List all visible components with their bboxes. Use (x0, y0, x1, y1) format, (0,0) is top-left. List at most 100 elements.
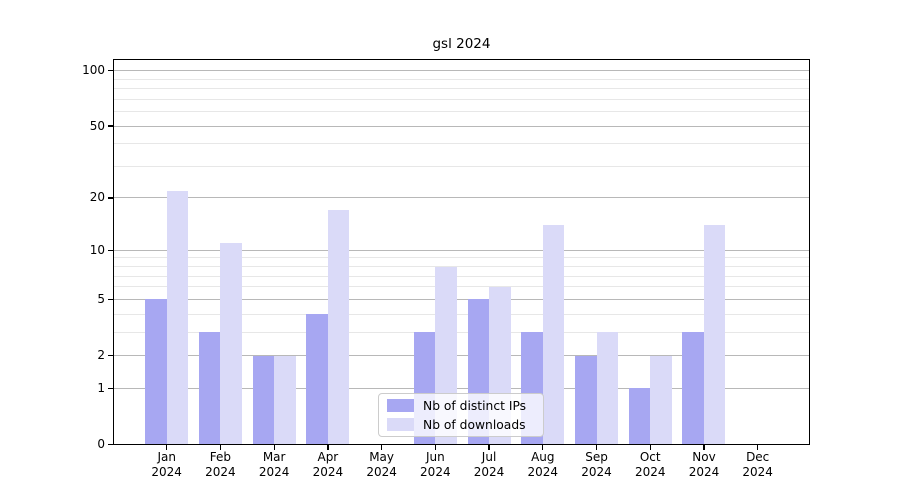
gridline-minor (114, 78, 809, 80)
y-tick (108, 197, 113, 199)
x-tick-month: Jul (481, 449, 497, 464)
legend: Nb of distinct IPs Nb of downloads (378, 393, 544, 437)
bar-distinct-ips-sep (575, 355, 597, 445)
legend-item-downloads: Nb of downloads (387, 417, 543, 433)
x-tick-year: 2024 (258, 465, 290, 479)
gridline-minor (114, 111, 809, 113)
gridline-major (114, 197, 809, 199)
x-tick (595, 445, 598, 450)
gridline-minor (114, 331, 809, 333)
x-tick-year: 2024 (151, 465, 182, 479)
y-tick-label: 1 (97, 380, 105, 395)
y-tick (108, 249, 113, 251)
x-tick-month: Sep (585, 449, 608, 464)
x-tick-year: 2024 (742, 465, 773, 479)
x-tick-year: 2024 (527, 465, 559, 479)
gridline-major (114, 70, 809, 72)
x-tick-year: 2024 (688, 465, 720, 479)
legend-label-downloads: Nb of downloads (423, 417, 526, 432)
chart-title: gsl 2024 (432, 36, 491, 52)
y-tick (108, 443, 113, 446)
bar-distinct-ips-jan (145, 299, 167, 445)
y-tick-label: 100 (82, 63, 105, 78)
legend-swatch-distinct-ips (387, 399, 414, 412)
bar-distinct-ips-mar (252, 355, 275, 445)
y-tick (108, 387, 113, 389)
gridline-major (114, 249, 809, 251)
x-tick (649, 445, 651, 450)
x-tick (757, 445, 759, 450)
x-tick (380, 445, 383, 450)
y-tick (108, 298, 113, 300)
gridline-major (114, 387, 809, 389)
bar-distinct-ips-oct (628, 388, 651, 445)
gridline-minor (114, 286, 809, 288)
x-tick-year: 2024 (634, 465, 666, 479)
x-tick-month: Jun (425, 449, 445, 464)
bar-downloads-apr (327, 210, 350, 445)
bar-downloads-nov (703, 225, 726, 445)
y-tick (108, 354, 113, 357)
bar-downloads-oct (650, 355, 672, 445)
x-tick-month: Feb (209, 449, 232, 464)
x-tick-year: 2024 (205, 465, 236, 479)
gridline-minor (114, 98, 809, 100)
y-tick-label: 50 (89, 118, 105, 133)
x-tick-label-jun: Jun 2024 (399, 450, 471, 481)
bar-downloads-aug (542, 225, 565, 445)
x-tick-year: 2024 (581, 465, 612, 479)
gridline-minor (114, 257, 809, 259)
x-tick-label-nov: Nov 2024 (668, 450, 740, 481)
gridline-major (114, 355, 809, 356)
gridline-minor (114, 88, 809, 90)
x-tick-label-jul: Jul 2024 (453, 450, 525, 481)
x-tick-label-feb: Feb 2024 (184, 450, 256, 481)
x-tick-month: Mar (262, 449, 286, 464)
x-tick (166, 445, 168, 450)
x-tick-year: 2024 (420, 465, 451, 479)
x-tick (434, 445, 436, 450)
x-tick-label-jan: Jan 2024 (131, 450, 203, 481)
x-tick (327, 445, 329, 450)
bar-distinct-ips-nov (682, 332, 704, 445)
x-tick-month: Nov (692, 449, 716, 464)
x-tick-label-dec: Dec 2024 (722, 450, 794, 481)
x-tick-year: 2024 (312, 465, 344, 479)
gridline-minor (114, 275, 809, 277)
x-tick (273, 445, 275, 450)
x-tick-year: 2024 (366, 465, 397, 479)
x-tick-month: Dec (746, 449, 770, 464)
x-tick (219, 445, 222, 450)
x-tick-label-mar: Mar 2024 (238, 450, 310, 481)
bar-distinct-ips-feb (198, 332, 221, 445)
y-tick-label: 20 (89, 190, 105, 205)
x-tick-label-apr: Apr 2024 (292, 450, 364, 481)
x-tick-month: Oct (639, 449, 661, 464)
y-tick (108, 125, 113, 127)
y-tick-label: 0 (97, 437, 105, 451)
bar-downloads-mar (274, 355, 296, 445)
x-tick-label-may: May 2024 (346, 450, 418, 481)
y-tick-label: 2 (97, 348, 105, 362)
legend-label-distinct-ips: Nb of distinct IPs (423, 398, 527, 413)
bar-downloads-feb (220, 243, 242, 445)
gridline-minor (114, 313, 809, 315)
y-tick-label: 5 (97, 291, 105, 306)
gridline-minor (114, 143, 809, 145)
legend-item-distinct-ips: Nb of distinct IPs (387, 398, 543, 414)
x-tick (703, 445, 705, 450)
gridline-major (114, 298, 809, 300)
bar-downloads-jan (166, 190, 189, 445)
x-tick-label-aug: Aug 2024 (507, 450, 579, 481)
gridline-minor (114, 266, 809, 268)
x-tick (488, 445, 490, 450)
y-tick-label: 10 (89, 242, 105, 257)
x-tick-year: 2024 (473, 465, 505, 479)
gridline-major (114, 125, 809, 127)
x-tick-label-sep: Sep 2024 (561, 450, 633, 481)
bar-downloads-sep (596, 332, 619, 445)
x-tick-month: Apr (317, 449, 339, 464)
bar-distinct-ips-apr (306, 314, 328, 445)
gridline-minor (114, 165, 809, 167)
